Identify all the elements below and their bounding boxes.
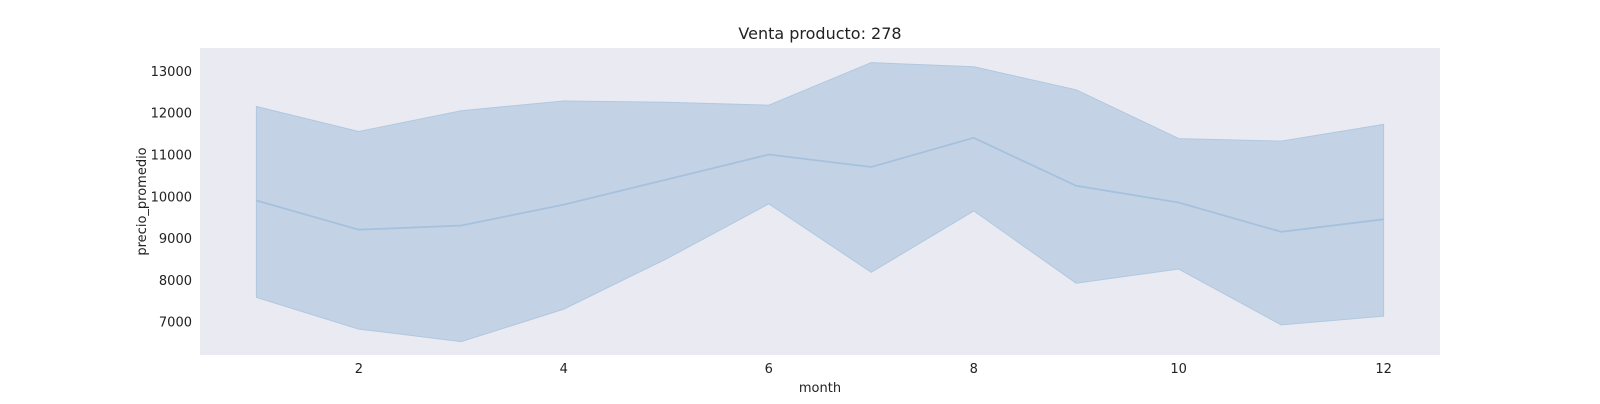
x-tick-label: 4 xyxy=(560,362,568,377)
x-tick-label: 12 xyxy=(1375,362,1392,377)
y-tick-label: 11000 xyxy=(151,149,192,164)
x-axis-label: month xyxy=(799,381,841,396)
y-tick-label: 13000 xyxy=(151,65,192,80)
y-tick-labels: 7000 8000 9000 10000 11000 12000 13000 xyxy=(151,65,192,331)
x-tick-label: 10 xyxy=(1170,362,1187,377)
chart-title: Venta producto: 278 xyxy=(738,24,901,43)
y-axis-label: precio_promedio xyxy=(135,147,150,255)
y-tick-label: 12000 xyxy=(151,107,192,122)
x-tick-labels: 2 4 6 8 10 12 xyxy=(355,362,1392,377)
confidence-band xyxy=(255,62,1385,343)
series-line xyxy=(256,136,1384,233)
y-tick-label: 10000 xyxy=(151,190,192,205)
y-tick-label: 7000 xyxy=(159,316,192,331)
y-tick-label: 8000 xyxy=(159,274,192,289)
y-tick-label: 9000 xyxy=(159,232,192,247)
confidence-band-layer xyxy=(255,62,1385,343)
x-tick-label: 6 xyxy=(765,362,773,377)
x-tick-label: 2 xyxy=(355,362,363,377)
series-line-layer xyxy=(256,136,1384,233)
x-tick-label: 8 xyxy=(970,362,978,377)
